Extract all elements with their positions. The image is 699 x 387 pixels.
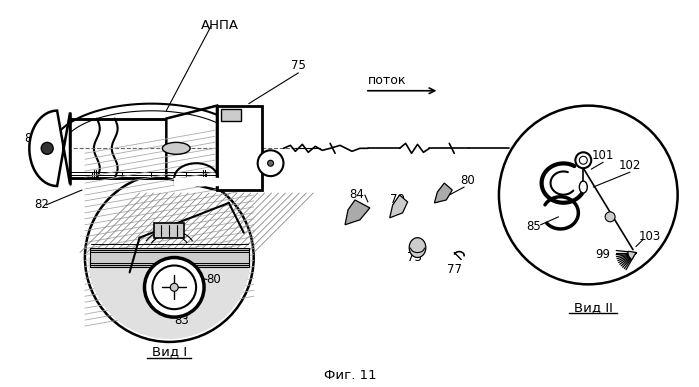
Circle shape [258,150,284,176]
Circle shape [171,283,178,291]
Polygon shape [345,200,370,225]
Text: 101: 101 [592,149,614,162]
Bar [90,248,249,267]
Ellipse shape [579,181,587,193]
Circle shape [499,106,677,284]
Text: 102: 102 [619,159,641,172]
Ellipse shape [162,142,190,154]
Polygon shape [434,183,452,203]
Polygon shape [390,195,408,218]
Circle shape [268,160,273,166]
Text: 103: 103 [639,230,661,243]
Polygon shape [174,178,218,185]
Text: поток: поток [368,74,406,87]
Polygon shape [409,238,426,257]
Circle shape [41,142,53,154]
Circle shape [575,152,591,168]
Text: Вид I: Вид I [152,345,187,358]
Circle shape [85,173,254,342]
Text: Вид II: Вид II [574,301,613,314]
Wedge shape [88,257,251,339]
Circle shape [579,156,587,164]
FancyBboxPatch shape [70,118,217,178]
Text: 75: 75 [291,60,305,72]
Circle shape [152,265,196,309]
Polygon shape [166,106,217,190]
Text: 80: 80 [460,174,475,187]
Text: 77: 77 [447,263,462,276]
Wedge shape [628,251,636,259]
Text: 83: 83 [174,313,189,327]
Text: 85: 85 [526,220,541,233]
FancyBboxPatch shape [154,223,185,238]
Circle shape [145,257,204,317]
Text: 81: 81 [24,132,39,145]
Text: 79: 79 [390,194,405,206]
Text: Фиг. 11: Фиг. 11 [324,369,376,382]
Text: 99: 99 [596,248,611,261]
Text: АНПА: АНПА [201,19,239,32]
Text: 84: 84 [350,188,364,202]
Text: 82: 82 [34,199,49,211]
Polygon shape [29,111,70,186]
FancyBboxPatch shape [221,109,240,120]
Circle shape [605,212,615,222]
Text: 80: 80 [207,273,222,286]
Text: 73: 73 [407,251,422,264]
FancyBboxPatch shape [217,106,261,190]
